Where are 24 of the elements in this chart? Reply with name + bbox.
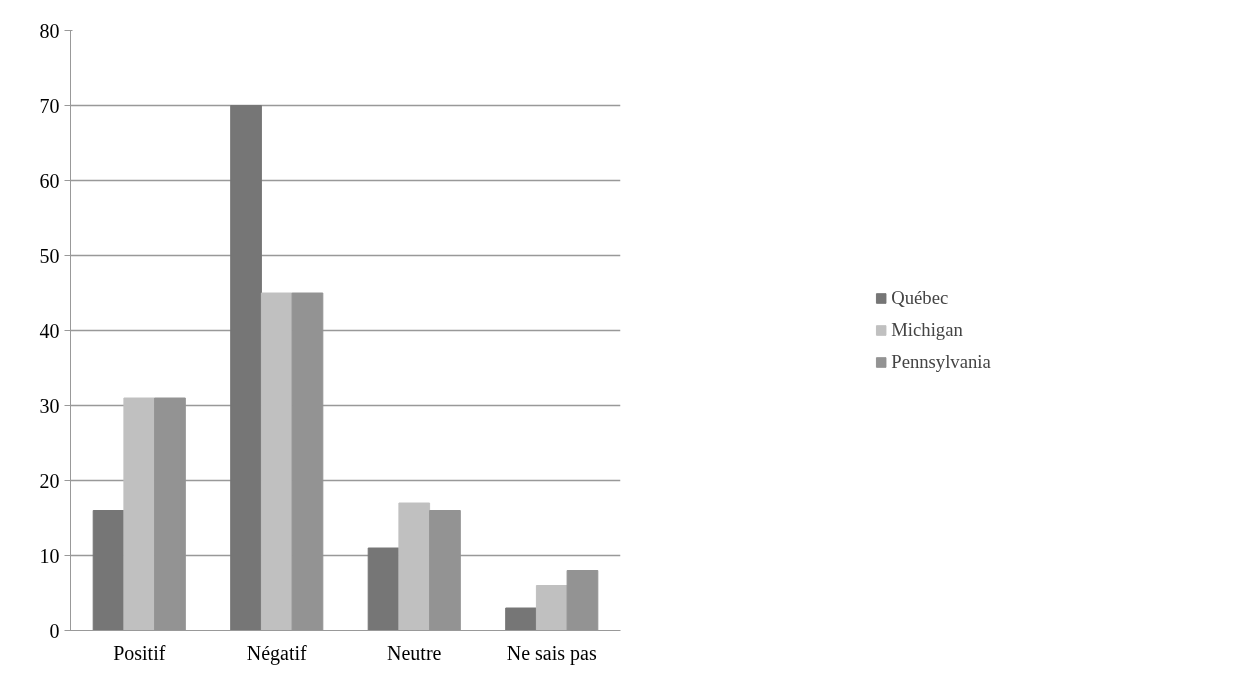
bar (535, 585, 568, 631)
y-tick-label: 70 (39, 94, 60, 117)
bar (398, 502, 431, 631)
x-tick-label: Ne sais pas (506, 641, 597, 665)
bar (230, 105, 262, 631)
bar (367, 547, 400, 631)
bar (92, 510, 125, 631)
x-tick-label: Positif (113, 641, 166, 664)
bar (260, 292, 293, 631)
y-tick-label: 20 (39, 469, 60, 492)
legend-label: Québec (891, 287, 949, 309)
legend-label: Pennsylvania (891, 351, 991, 373)
bar (123, 397, 156, 631)
y-tick-label: 60 (39, 169, 60, 192)
y-tick-label: 0 (49, 619, 60, 642)
y-tick-label: 10 (39, 544, 60, 567)
y-tick-label: 80 (39, 19, 60, 42)
legend-label: Michigan (891, 319, 963, 341)
bar (505, 607, 537, 631)
y-tick-label: 30 (39, 394, 60, 417)
x-tick-label: Négatif (246, 641, 308, 665)
x-tick-label: Neutre (387, 641, 442, 664)
y-tick-label: 40 (39, 319, 60, 342)
y-tick-label: 50 (39, 244, 60, 267)
